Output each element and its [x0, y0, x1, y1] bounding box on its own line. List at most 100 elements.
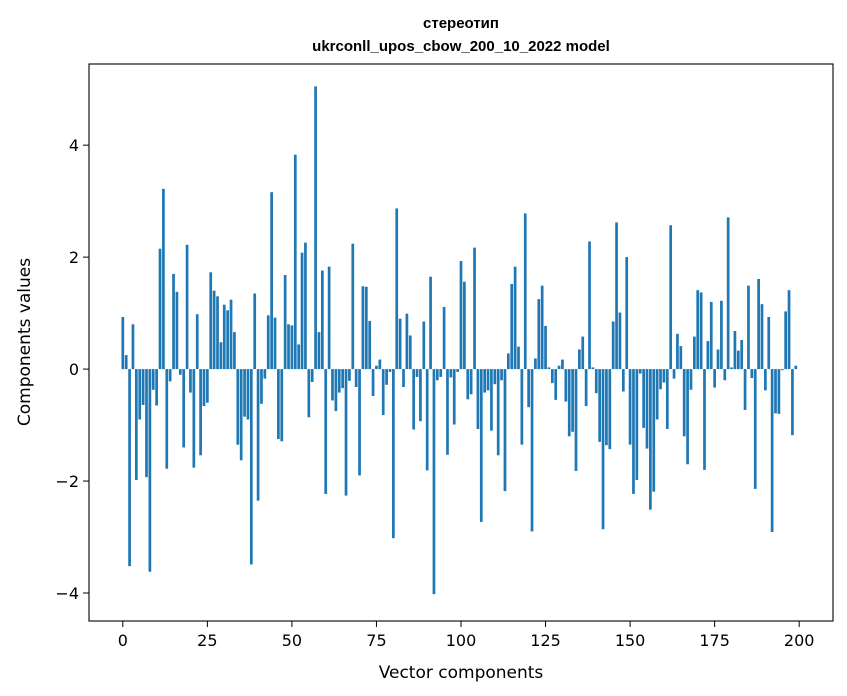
- bar-component-66: [344, 369, 348, 496]
- bar-component-50: [290, 325, 294, 370]
- bar-component-85: [408, 335, 412, 370]
- bar-component-23: [199, 369, 202, 456]
- y-tick-label: −4: [55, 584, 79, 603]
- bar-component-28: [216, 296, 219, 370]
- bar-component-87: [415, 369, 419, 377]
- bar-component-100: [459, 261, 463, 370]
- bar-component-98: [452, 369, 456, 425]
- y-tick-label: 0: [69, 360, 79, 379]
- bar-component-107: [483, 369, 487, 393]
- x-tick-label: 125: [530, 631, 561, 650]
- x-tick-label: 200: [784, 631, 815, 650]
- bar-component-150: [628, 369, 632, 445]
- bar-component-110: [493, 369, 497, 385]
- bar-component-124: [540, 285, 544, 370]
- bar-component-108: [486, 369, 490, 391]
- bar-component-195: [780, 369, 784, 371]
- bar-component-117: [517, 346, 520, 370]
- bar-component-41: [260, 369, 263, 404]
- bar-component-172: [703, 369, 706, 470]
- bar-component-20: [189, 369, 192, 393]
- bar-component-53: [300, 252, 304, 370]
- bar-component-68: [351, 243, 355, 370]
- bar-component-199: [794, 365, 798, 370]
- axis-ticks: 0 25 50 75 100 125 150 175 200 −4 −2 0 2 4: [55, 136, 814, 650]
- y-tick-label: 4: [69, 136, 79, 155]
- bar-component-191: [767, 317, 771, 370]
- bar-component-35: [239, 369, 243, 461]
- bar-component-158: [655, 369, 659, 420]
- bar-component-21: [192, 369, 196, 468]
- bar-component-9: [151, 369, 155, 390]
- bar-component-142: [601, 369, 605, 530]
- bar-component-140: [594, 369, 598, 394]
- bar-component-145: [611, 321, 615, 370]
- bar-component-197: [787, 290, 791, 370]
- bar-component-69: [354, 369, 358, 387]
- bar-component-179: [726, 217, 730, 370]
- bar-component-63: [334, 369, 338, 412]
- bar-component-196: [784, 311, 788, 370]
- bar-component-104: [473, 247, 476, 370]
- bar-component-42: [263, 369, 267, 379]
- bar-component-141: [598, 369, 602, 442]
- bar-component-30: [222, 304, 226, 370]
- bar-component-198: [791, 369, 794, 436]
- bar-component-29: [219, 342, 223, 370]
- bar-component-193: [774, 369, 777, 414]
- bar-component-71: [361, 286, 365, 370]
- bar-component-178: [723, 369, 727, 381]
- bar-component-129: [557, 365, 561, 370]
- bar-component-78: [385, 369, 388, 385]
- bar-component-47: [280, 369, 284, 442]
- x-tick-label: 50: [282, 631, 302, 650]
- bar-component-76: [378, 359, 382, 370]
- bar-component-33: [233, 332, 236, 370]
- bar-component-175: [713, 369, 716, 388]
- bar-component-91: [429, 276, 432, 370]
- bar-component-84: [405, 313, 409, 370]
- bar-component-183: [740, 339, 744, 370]
- bar-component-144: [608, 369, 612, 450]
- bar-component-138: [588, 241, 591, 370]
- bar-component-0: [121, 317, 125, 370]
- bar-component-77: [381, 369, 385, 415]
- bar-component-143: [605, 369, 608, 446]
- bar-component-120: [527, 369, 530, 408]
- bar-component-34: [236, 369, 240, 445]
- bar-component-127: [550, 369, 554, 384]
- bar-component-22: [195, 314, 199, 370]
- bar-component-57: [314, 86, 317, 370]
- x-tick-label: 25: [197, 631, 217, 650]
- bar-component-161: [665, 369, 669, 429]
- x-axis-label: Vector components: [379, 663, 544, 683]
- bar-component-62: [331, 369, 334, 401]
- bar-component-171: [699, 292, 703, 370]
- bar-component-72: [364, 286, 368, 370]
- bar-component-16: [175, 291, 179, 370]
- bar-component-18: [182, 369, 186, 448]
- bar-component-24: [202, 369, 206, 407]
- bar-component-114: [506, 353, 510, 370]
- bar-component-88: [419, 369, 422, 422]
- bar-component-167: [686, 369, 689, 465]
- bar-component-15: [172, 273, 175, 370]
- bar-component-156: [649, 369, 652, 510]
- bar-component-173: [706, 341, 710, 370]
- bar-component-186: [750, 369, 754, 379]
- bar-component-65: [341, 369, 344, 389]
- bar-component-125: [544, 325, 547, 370]
- bar-component-51: [293, 154, 297, 370]
- bar-component-118: [520, 369, 524, 445]
- bar-component-11: [158, 248, 162, 370]
- bar-component-176: [716, 349, 720, 370]
- bar-component-25: [206, 369, 209, 403]
- bar-component-4: [134, 369, 138, 480]
- bar-component-82: [398, 318, 402, 370]
- bar-component-97: [449, 369, 453, 378]
- bar-component-126: [547, 367, 551, 370]
- bar-component-147: [618, 312, 622, 370]
- bar-component-185: [747, 285, 750, 370]
- bar-component-83: [402, 369, 405, 387]
- bar-component-70: [358, 369, 361, 476]
